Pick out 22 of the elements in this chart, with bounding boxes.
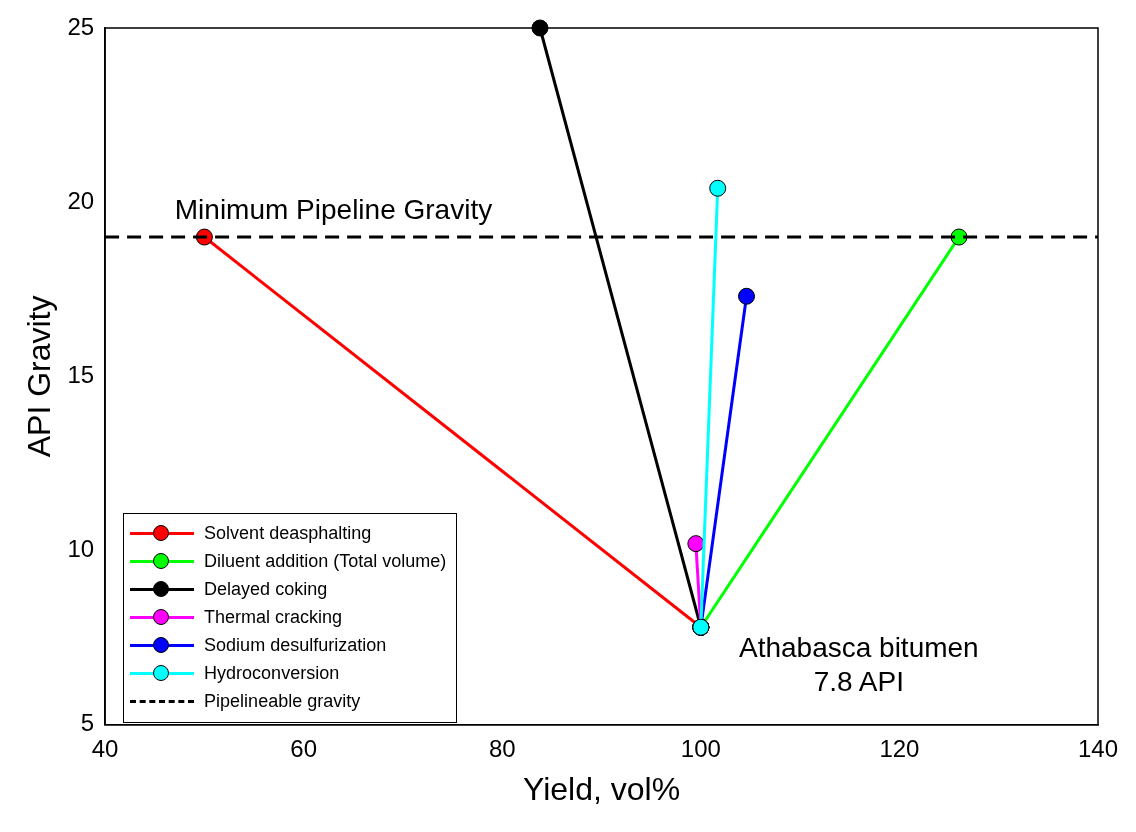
x-tick-label: 140 — [1077, 734, 1119, 762]
legend-label: Hydroconversion — [204, 663, 340, 685]
x-tick-label: 120 — [879, 734, 920, 762]
legend-label: Delayed coking — [204, 579, 328, 601]
x-tick-label: 80 — [488, 734, 516, 762]
legend-label: Sodium desulfurization — [204, 635, 387, 657]
x-tick-label: 60 — [290, 734, 318, 762]
x-axis-title: Yield, vol% — [522, 770, 681, 807]
annotation: Athabasca bitumen 7.8 API — [738, 631, 979, 697]
annotation: Minimum Pipeline Gravity — [174, 193, 493, 225]
y-tick-label: 25 — [67, 12, 95, 40]
y-axis-title: API Gravity — [21, 295, 58, 458]
legend-label: Diluent addition (Total volume) — [204, 551, 447, 573]
x-tick-label: 100 — [680, 734, 721, 762]
y-tick-label: 20 — [67, 186, 95, 214]
y-tick-label: 15 — [67, 361, 95, 389]
y-tick-label: 5 — [80, 709, 95, 737]
x-tick-label: 40 — [91, 734, 119, 762]
legend-label: Pipelineable gravity — [204, 691, 361, 713]
legend-label: Solvent deasphalting — [204, 523, 372, 545]
legend-label: Thermal cracking — [204, 607, 343, 629]
y-tick-label: 10 — [67, 535, 95, 563]
